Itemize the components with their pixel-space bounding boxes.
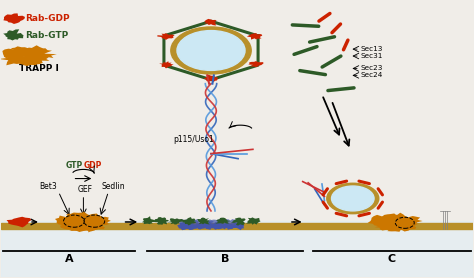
Polygon shape: [193, 223, 206, 230]
Polygon shape: [178, 219, 191, 226]
Text: GDP: GDP: [84, 161, 102, 170]
Circle shape: [171, 27, 251, 74]
Polygon shape: [3, 29, 24, 41]
Polygon shape: [6, 46, 36, 57]
Polygon shape: [214, 223, 230, 229]
Polygon shape: [167, 218, 184, 224]
Circle shape: [327, 183, 379, 214]
Polygon shape: [186, 219, 199, 225]
Text: GTP: GTP: [65, 161, 82, 170]
Polygon shape: [368, 215, 397, 227]
Polygon shape: [215, 218, 231, 224]
Polygon shape: [18, 45, 45, 58]
Polygon shape: [153, 217, 169, 225]
Polygon shape: [384, 220, 409, 232]
Polygon shape: [231, 218, 246, 225]
Polygon shape: [182, 217, 196, 225]
Polygon shape: [194, 219, 207, 225]
Bar: [0, 222, 474, 277]
Polygon shape: [224, 219, 238, 226]
Polygon shape: [208, 222, 221, 230]
Polygon shape: [3, 13, 25, 24]
Polygon shape: [223, 223, 240, 230]
Polygon shape: [197, 217, 210, 225]
Polygon shape: [203, 75, 218, 82]
Text: p115/Uso1: p115/Uso1: [173, 135, 214, 144]
Polygon shape: [0, 53, 30, 65]
Polygon shape: [386, 213, 411, 222]
Polygon shape: [62, 213, 90, 224]
Text: Rab-GTP: Rab-GTP: [25, 31, 69, 40]
Polygon shape: [182, 223, 200, 230]
Text: Bet3: Bet3: [39, 182, 57, 191]
Polygon shape: [230, 219, 245, 225]
Text: A: A: [65, 254, 73, 264]
Polygon shape: [55, 213, 85, 227]
Polygon shape: [216, 219, 228, 226]
Polygon shape: [84, 215, 111, 226]
Text: Sec23: Sec23: [361, 65, 383, 71]
Bar: [0, 223, 474, 229]
Polygon shape: [378, 214, 402, 224]
Circle shape: [331, 186, 374, 211]
Text: Sec31: Sec31: [361, 53, 383, 59]
Polygon shape: [11, 54, 37, 66]
Text: C: C: [387, 254, 396, 264]
Polygon shape: [76, 212, 103, 224]
Polygon shape: [246, 217, 261, 225]
Polygon shape: [247, 33, 262, 39]
Polygon shape: [392, 219, 419, 232]
Polygon shape: [28, 48, 57, 59]
Text: Sec13: Sec13: [361, 46, 383, 52]
Polygon shape: [204, 19, 217, 26]
Polygon shape: [201, 219, 214, 226]
Circle shape: [177, 31, 245, 70]
Polygon shape: [7, 217, 31, 227]
Polygon shape: [375, 221, 400, 230]
Polygon shape: [69, 220, 97, 232]
Polygon shape: [208, 220, 222, 225]
Polygon shape: [177, 222, 191, 230]
Text: TRAPP I: TRAPP I: [18, 64, 58, 73]
Polygon shape: [157, 33, 174, 40]
Polygon shape: [230, 222, 244, 230]
Text: Sedlin: Sedlin: [101, 182, 125, 191]
Text: GEF: GEF: [77, 185, 92, 193]
Polygon shape: [25, 53, 50, 64]
Text: B: B: [221, 254, 229, 264]
Text: Sec24: Sec24: [361, 72, 383, 78]
Polygon shape: [159, 61, 173, 68]
Polygon shape: [60, 220, 89, 231]
Polygon shape: [2, 49, 25, 59]
Polygon shape: [198, 222, 217, 230]
Text: Rab-GDP: Rab-GDP: [25, 14, 70, 23]
Polygon shape: [80, 220, 105, 232]
Polygon shape: [142, 216, 156, 224]
Polygon shape: [393, 216, 423, 227]
Polygon shape: [248, 61, 264, 67]
